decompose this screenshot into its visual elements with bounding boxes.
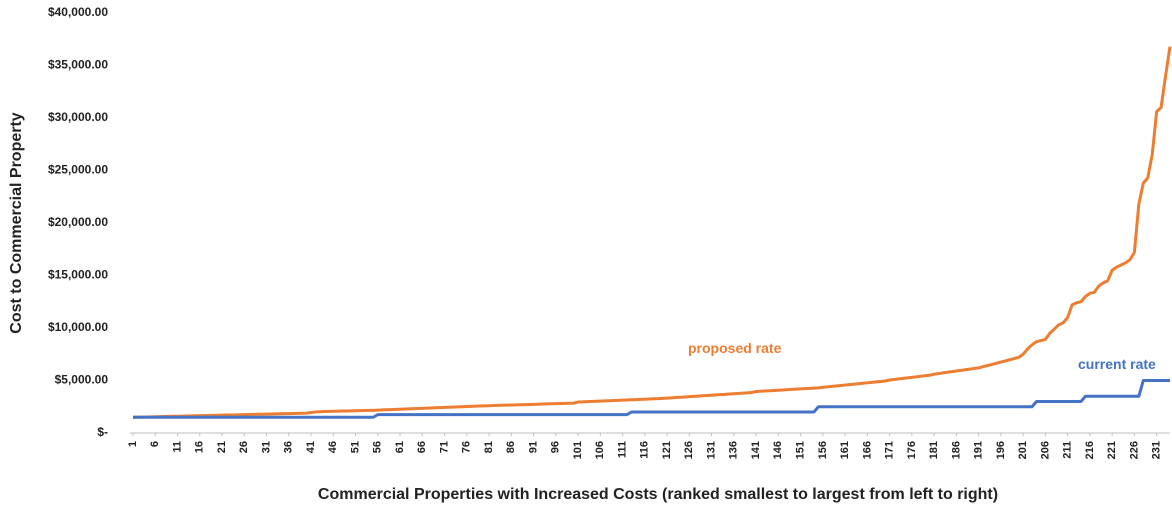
x-tick-label: 56: [372, 441, 384, 453]
x-tick-label: 91: [527, 441, 539, 453]
x-tick-label: 181: [928, 441, 940, 459]
x-tick-label: 26: [238, 441, 250, 453]
x-tick-label: 176: [906, 441, 918, 459]
annotation: proposed rate: [688, 340, 782, 356]
x-tick-label: 21: [216, 441, 228, 453]
x-tick-label: 191: [973, 441, 985, 459]
x-tick-label: 211: [1062, 441, 1074, 459]
x-tick-label: 41: [305, 441, 317, 453]
x-tick-label: 61: [394, 441, 406, 453]
y-tick-label: $35,000.00: [48, 58, 108, 72]
x-tick-label: 16: [194, 441, 206, 453]
y-tick-label: $30,000.00: [48, 110, 108, 124]
y-tick-label: $-: [97, 425, 108, 439]
x-tick-label: 36: [283, 441, 295, 453]
x-tick-label: 66: [416, 441, 428, 453]
x-tick-label: 141: [750, 441, 762, 459]
x-tick-label: 6: [149, 441, 161, 447]
x-tick-label: 116: [639, 441, 651, 459]
x-tick-label: 226: [1128, 441, 1140, 459]
y-axis-title: Cost to Commercial Property: [8, 112, 25, 333]
x-tick-label: 201: [1017, 441, 1029, 459]
y-tick-label: $25,000.00: [48, 163, 108, 177]
x-tick-label: 131: [705, 441, 717, 459]
x-tick-label: 231: [1151, 441, 1163, 459]
y-tick-label: $20,000.00: [48, 215, 108, 229]
x-tick-label: 136: [728, 441, 740, 459]
y-tick-label: $40,000.00: [48, 5, 108, 19]
x-tick-label: 1: [127, 441, 139, 447]
x-tick-label: 126: [683, 441, 695, 459]
x-tick-label: 76: [461, 441, 473, 453]
x-tick-label: 186: [950, 441, 962, 459]
x-tick-label: 101: [572, 441, 584, 459]
x-tick-label: 196: [995, 441, 1007, 459]
x-tick-label: 106: [594, 441, 606, 459]
x-tick-label: 111: [616, 441, 628, 458]
x-axis-title: Commercial Properties with Increased Cos…: [318, 486, 998, 503]
annotation: current rate: [1078, 356, 1156, 372]
x-tick-label: 221: [1106, 441, 1118, 459]
x-tick-label: 121: [661, 441, 673, 459]
x-tick-label: 216: [1084, 441, 1096, 459]
y-tick-label: $15,000.00: [48, 268, 108, 282]
x-tick-label: 161: [839, 441, 851, 459]
x-tick-label: 206: [1039, 441, 1051, 459]
x-tick-label: 156: [817, 441, 829, 459]
x-tick-label: 51: [349, 441, 361, 453]
x-tick-label: 86: [505, 441, 517, 453]
x-tick-label: 71: [438, 441, 450, 453]
x-tick-label: 46: [327, 441, 339, 453]
x-tick-label: 11: [171, 441, 183, 453]
x-tick-label: 171: [884, 441, 896, 459]
line-series: [132, 46, 1172, 419]
x-tick-label: 96: [550, 441, 562, 453]
x-tick-label: 151: [795, 441, 807, 459]
x-tick-label: 81: [483, 441, 495, 453]
y-tick-label: $5,000.00: [55, 373, 109, 387]
line-series: [133, 379, 1170, 419]
y-tick-label: $10,000.00: [48, 320, 108, 334]
x-tick-label: 146: [772, 441, 784, 459]
x-tick-label: 31: [260, 441, 272, 453]
x-tick-label: 166: [861, 441, 873, 459]
